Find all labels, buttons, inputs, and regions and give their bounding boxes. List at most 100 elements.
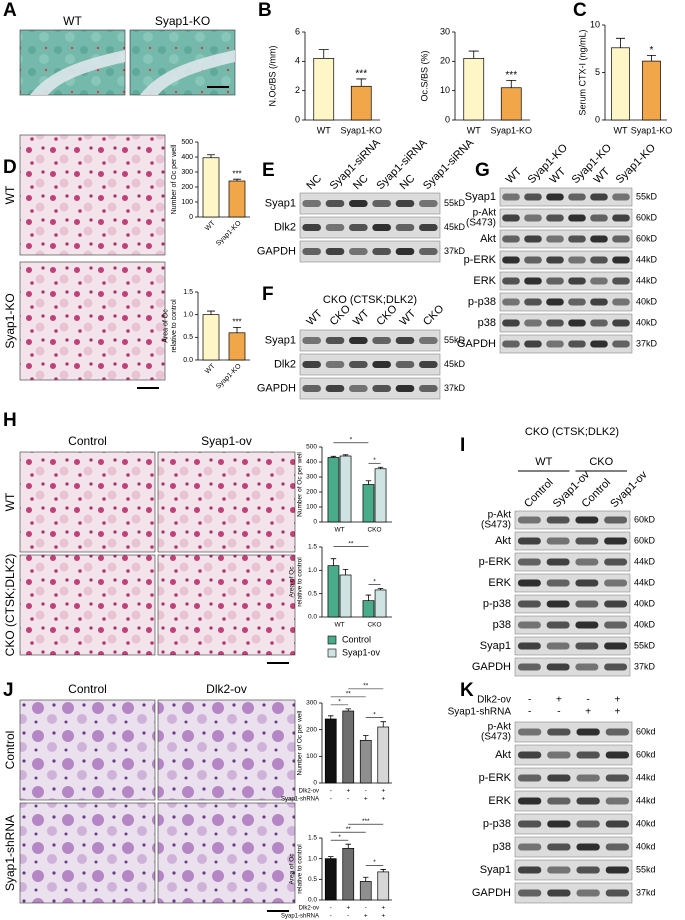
y-tick-label: 0.5: [183, 334, 193, 341]
band: [325, 200, 345, 207]
y-axis-label: relative to control: [297, 557, 304, 607]
bar: [228, 180, 246, 218]
blot-strip: [299, 377, 441, 400]
band: [517, 843, 542, 851]
band: [612, 214, 630, 222]
row-label: p-Akt: [488, 722, 512, 733]
y-tick-label: 30: [440, 26, 450, 36]
band: [546, 298, 564, 306]
band: [568, 340, 586, 348]
y-tick-label: 10: [590, 19, 600, 29]
blot-strip: [514, 594, 631, 614]
size-label: 44kD: [634, 556, 656, 566]
row-label: p38: [478, 317, 496, 329]
band: [517, 866, 542, 874]
lane-label: Syap1-KO: [526, 141, 571, 186]
legend-label: Syap1-ov: [342, 647, 381, 657]
error-bar: [468, 50, 479, 59]
condition-mark: +: [381, 788, 385, 795]
y-axis-label: relative to control: [297, 844, 304, 894]
band: [576, 774, 600, 782]
size-label: 44kD: [636, 275, 658, 285]
bar: [339, 455, 352, 523]
y-tick-label: 0.5: [308, 590, 317, 597]
panel-letter: H: [3, 410, 17, 431]
band: [502, 256, 520, 264]
band: [302, 248, 321, 255]
micrograph: [19, 802, 156, 904]
row-label: WT: [3, 185, 17, 204]
band: [419, 337, 438, 344]
error-bar: [342, 569, 349, 575]
band: [546, 621, 570, 629]
band: [546, 214, 564, 222]
condition-mark: +: [364, 913, 368, 920]
band: [524, 193, 542, 201]
significance: ***: [505, 70, 517, 81]
band: [604, 621, 628, 629]
micrograph: [19, 261, 166, 381]
band: [568, 319, 586, 327]
band: [612, 235, 630, 243]
bone-trabecula: [30, 50, 125, 95]
band: [568, 214, 586, 222]
band: [372, 385, 391, 392]
y-tick-label: 2: [295, 85, 300, 95]
band: [395, 361, 415, 368]
band: [349, 337, 368, 344]
band: [575, 621, 599, 629]
row-label: Control: [3, 731, 17, 770]
y-tick-label: 500: [306, 444, 317, 451]
row-label: Syap1: [465, 191, 496, 203]
condition-mark: -: [330, 796, 332, 803]
y-tick-label: 5: [595, 67, 600, 77]
band: [372, 200, 391, 207]
band: [325, 248, 345, 255]
band: [524, 256, 542, 264]
band: [546, 558, 570, 566]
condition-mark: +: [614, 695, 620, 706]
bar: [642, 60, 661, 121]
error-bar: [207, 154, 215, 158]
column-label: Syap1-ov: [201, 434, 252, 448]
error-bar: [328, 856, 334, 859]
size-label: 40kd: [636, 841, 656, 851]
x-tick-label: WT: [467, 125, 481, 135]
micrograph: [157, 554, 296, 656]
band: [325, 337, 345, 344]
blot-strip: [514, 636, 631, 656]
y-tick-label: 400: [306, 459, 317, 466]
micrograph: [19, 699, 156, 801]
row-label: ERK: [488, 795, 511, 807]
significance: *: [373, 578, 376, 585]
error-bar: [377, 588, 384, 590]
error-bar: [356, 78, 367, 87]
y-tick-label: 1.0: [183, 312, 193, 319]
micrograph: [157, 699, 296, 801]
condition-mark: +: [556, 695, 562, 706]
band: [395, 248, 415, 255]
size-label: 44kD: [634, 577, 656, 587]
row-label: GAPDH: [257, 382, 296, 394]
y-tick-label: 300: [181, 169, 193, 176]
row-label: Syap1-shRNA: [3, 815, 17, 891]
column-label: Dlk2-ov: [206, 682, 247, 696]
band: [568, 193, 586, 201]
band: [568, 298, 586, 306]
bar: [327, 457, 340, 523]
size-label: 44kD: [636, 254, 658, 264]
row-label: Dlk2: [274, 358, 296, 370]
band: [372, 361, 391, 368]
band: [604, 642, 628, 650]
micrograph: [157, 451, 296, 553]
blot-strip: [499, 208, 633, 228]
x-tick-label: Syap1-KO: [340, 125, 382, 135]
bar: [377, 871, 390, 901]
error-bar: [233, 178, 241, 181]
condition-name: Syap1-shRNA: [281, 797, 319, 803]
size-label: 37kD: [636, 338, 658, 348]
significance: ***: [232, 169, 241, 178]
y-axis-label: Oc.S/BS (%): [419, 50, 429, 101]
group-label: CKO: [589, 456, 613, 468]
panel-letter: J: [3, 680, 14, 701]
